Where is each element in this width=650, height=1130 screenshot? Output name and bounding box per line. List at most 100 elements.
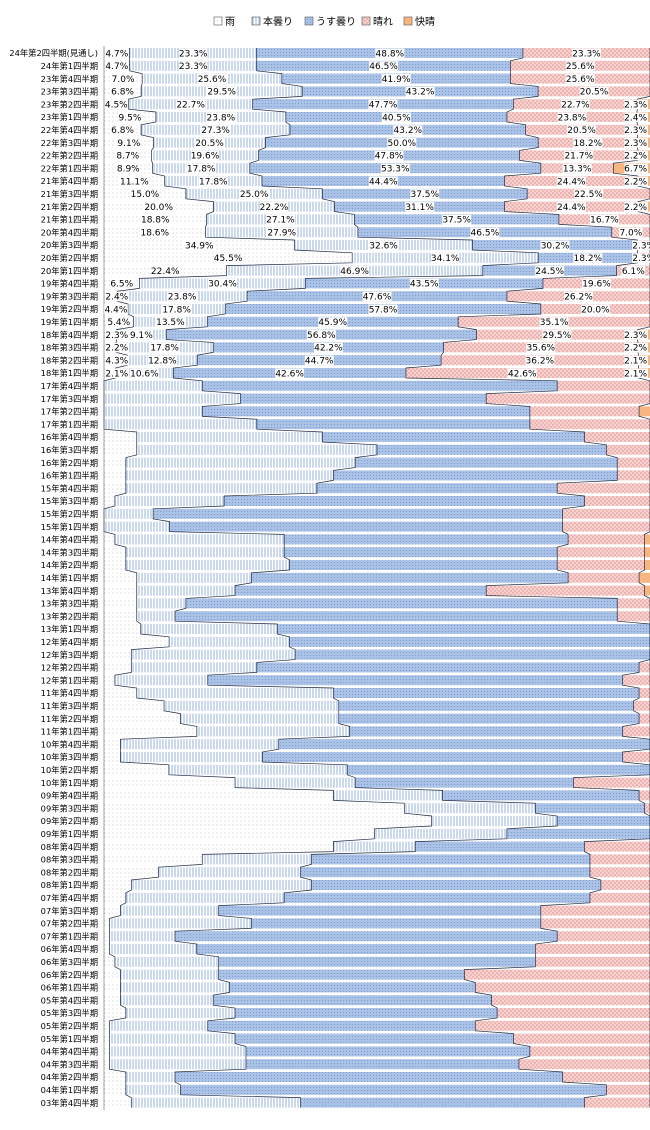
bar-segment (202, 854, 312, 865)
data-label: 43.2% (406, 88, 435, 98)
bar-segment (104, 1084, 126, 1095)
data-label-bg (380, 163, 410, 174)
category-label: 04年第2四半期 (41, 1072, 98, 1082)
bar-segment (218, 905, 541, 916)
data-label-bg (129, 330, 154, 340)
bar-segment (104, 816, 432, 826)
bar-segment (168, 764, 348, 775)
bar-segment (589, 854, 650, 865)
bar-segment (207, 1020, 476, 1031)
data-label: 2.4% (624, 113, 647, 123)
legend-swatch (403, 16, 413, 26)
category-label: 13年第2四半期 (41, 611, 98, 621)
bar-segment (120, 752, 263, 762)
category-label: 12年第3四半期 (41, 650, 98, 660)
data-label-bg (565, 61, 595, 71)
bar-segment (125, 457, 356, 468)
series-boundary-line (103, 48, 432, 1108)
category-label: 14年第1四半期 (41, 573, 98, 583)
data-label: 2.4% (105, 293, 128, 303)
bar-segment (131, 880, 312, 890)
legend-label: 本曇り (263, 15, 293, 28)
data-label: 45.5% (214, 254, 243, 264)
data-label-bg (624, 176, 648, 186)
bar-segment (584, 496, 650, 506)
data-label-bg (624, 202, 648, 212)
category-label: 05年第1四半期 (41, 1034, 98, 1044)
bar-segment (158, 867, 301, 878)
data-label: 4.7% (105, 62, 128, 72)
bar-segment (338, 713, 640, 724)
data-label: 18.2% (574, 254, 603, 264)
data-label-bg (207, 86, 237, 97)
bar-segment (617, 457, 650, 468)
data-label-bg (304, 355, 334, 366)
bar-segment (104, 1046, 110, 1057)
bar-segment (104, 726, 197, 737)
bar-segment (104, 649, 132, 660)
category-label: 16年第4四半期 (41, 432, 98, 442)
bar-segment (174, 611, 618, 622)
data-label: 23.3% (179, 62, 208, 72)
data-label: 20.0% (581, 305, 610, 315)
category-label: 15年第4四半期 (41, 483, 98, 493)
data-label: 43.2% (394, 126, 423, 136)
data-label-bg (155, 317, 185, 327)
bar-segment (639, 572, 650, 583)
category-label: 17年第4四半期 (41, 381, 98, 391)
data-label-bg (105, 330, 129, 340)
category-label: 20年第4四半期 (41, 227, 98, 237)
data-label-bg (106, 317, 131, 327)
legend-swatch (251, 16, 261, 26)
data-label: 4.7% (105, 49, 128, 59)
data-label-bg (115, 150, 140, 161)
bar-segment (136, 572, 252, 583)
category-label: 04年第1四半期 (41, 1085, 98, 1095)
data-label: 24.5% (535, 267, 564, 277)
data-label-bg (589, 214, 619, 225)
data-label: 22.5% (574, 190, 603, 200)
bar-segment (104, 534, 115, 545)
data-label-bg (110, 125, 135, 135)
data-label: 46.5% (369, 62, 398, 72)
data-label: 2.2% (624, 344, 647, 354)
category-label: 23年第1四半期 (41, 112, 98, 122)
data-label-bg (104, 304, 128, 314)
data-label-bg (571, 48, 601, 58)
legend-label: 晴れ (373, 15, 393, 28)
bar-segment (109, 944, 197, 954)
data-label: 23.8% (558, 113, 587, 123)
bar-segment (109, 1020, 208, 1031)
data-label-bg (150, 266, 180, 276)
data-label-bg (213, 253, 243, 263)
bar-segment (120, 982, 230, 993)
bar-segment (589, 892, 650, 903)
data-label: 17.8% (187, 165, 216, 175)
data-label: 34.9% (185, 241, 214, 251)
category-label: 15年第3四半期 (41, 496, 98, 506)
data-label-bg (239, 189, 269, 199)
category-label: 19年第4四半期 (41, 279, 98, 289)
data-label: 53.3% (381, 165, 410, 175)
bar-segment (639, 688, 650, 698)
data-label-bg (540, 240, 570, 250)
bar-segment (104, 700, 165, 711)
data-label-bg (579, 86, 609, 97)
bar-segment (600, 880, 650, 890)
data-label: 40.5% (382, 113, 411, 123)
legend-item-4: 快晴 (403, 15, 435, 28)
data-label-bg (129, 368, 159, 378)
category-label: 08年第3四半期 (41, 855, 98, 865)
data-label: 27.9% (267, 229, 296, 239)
bar-segment (169, 521, 563, 532)
data-label-bg (624, 99, 648, 110)
data-label-bg (119, 176, 149, 186)
bar-segment (240, 393, 487, 404)
data-label-bg (387, 138, 417, 148)
data-label: 12.8% (148, 357, 177, 367)
data-label: 7.0% (112, 75, 135, 85)
category-label: 22年第4四半期 (41, 125, 98, 135)
category-label: 16年第3四半期 (41, 445, 98, 455)
data-label: 17.8% (162, 305, 191, 315)
bar-segment (131, 649, 296, 660)
